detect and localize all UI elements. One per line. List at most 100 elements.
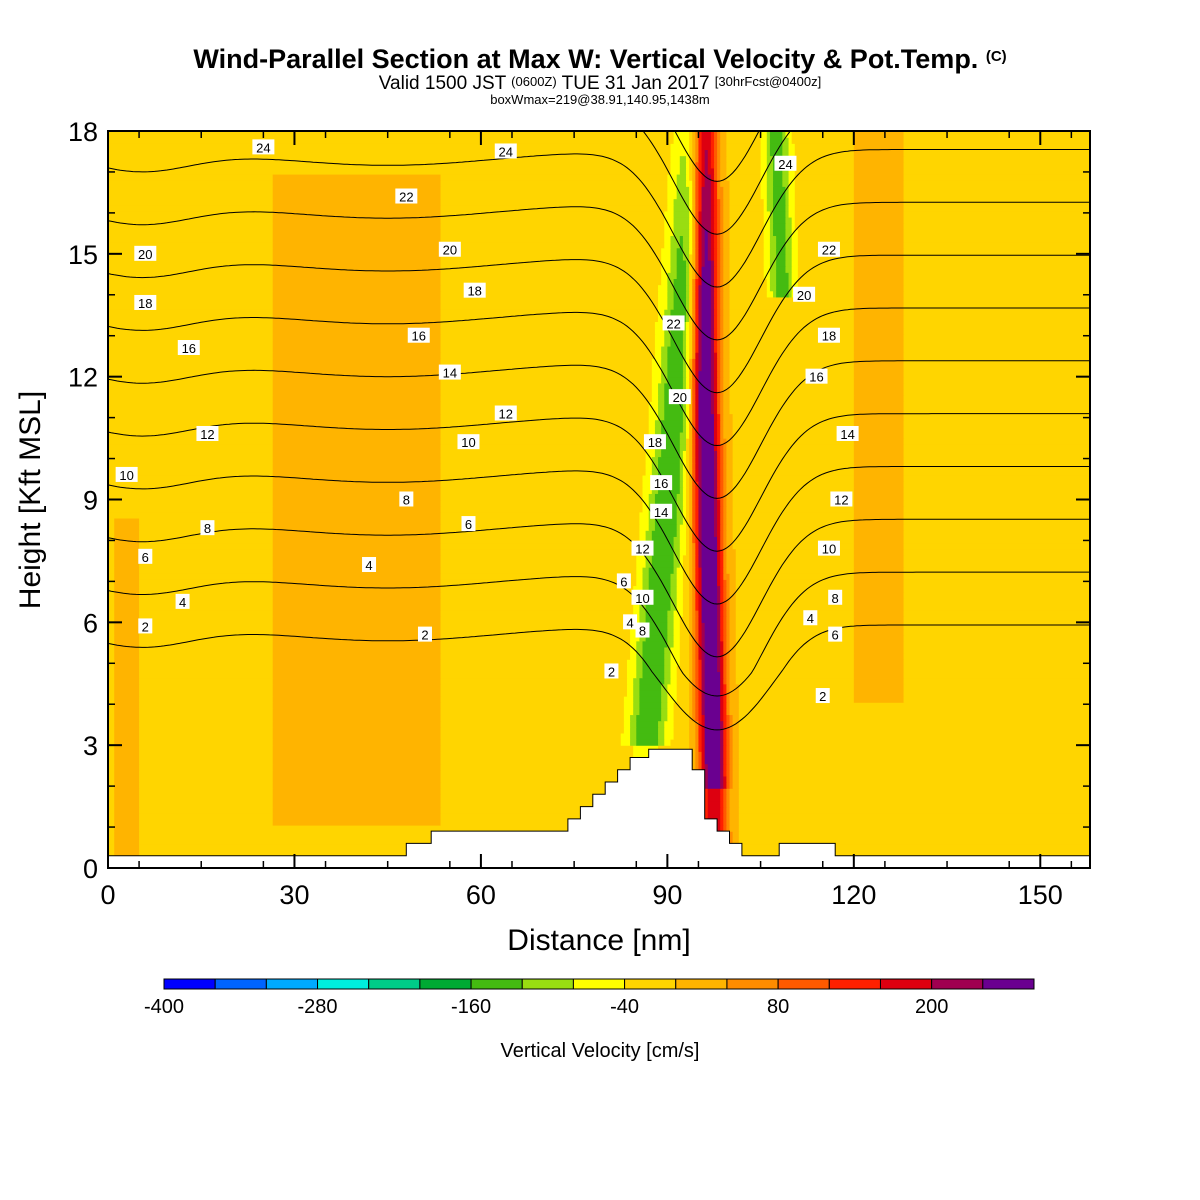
velocity-cell — [903, 241, 1090, 249]
velocity-cell — [738, 800, 1090, 808]
velocity-cell — [720, 462, 724, 470]
velocity-cell — [695, 634, 700, 642]
velocity-cell — [689, 204, 693, 212]
velocity-cell — [440, 775, 631, 783]
velocity-cell — [732, 726, 740, 734]
velocity-cell — [689, 173, 693, 181]
velocity-cell — [114, 634, 140, 642]
velocity-cell — [440, 352, 656, 359]
velocity-cell — [686, 481, 690, 488]
velocity-cell — [108, 517, 115, 525]
velocity-cell — [440, 671, 628, 679]
contour-label-box — [805, 368, 828, 384]
velocity-cell — [440, 192, 668, 200]
velocity-cell — [720, 333, 724, 341]
velocity-cell — [717, 278, 721, 286]
velocity-cell — [698, 352, 703, 359]
velocity-cell — [701, 296, 712, 304]
velocity-cell — [692, 628, 696, 636]
velocity-cell — [686, 284, 690, 292]
contour-label: 14 — [443, 366, 457, 381]
velocity-cell — [710, 321, 715, 329]
velocity-cell — [710, 352, 715, 359]
velocity-cell — [636, 567, 644, 574]
velocity-cell — [689, 585, 693, 593]
contour-label-box — [438, 241, 461, 257]
velocity-cell — [692, 382, 696, 390]
velocity-cell — [689, 229, 693, 237]
velocity-cell — [785, 223, 793, 230]
velocity-cell — [667, 345, 684, 353]
velocity-cell — [726, 167, 762, 175]
velocity-cell — [701, 210, 712, 218]
velocity-cell — [272, 210, 442, 218]
velocity-cell — [667, 640, 675, 648]
velocity-cell — [717, 223, 721, 230]
velocity-cell — [698, 345, 703, 353]
velocity-cell — [272, 376, 442, 384]
velocity-cell — [108, 530, 115, 537]
velocity-cell — [139, 843, 628, 851]
velocity-cell — [651, 536, 675, 544]
velocity-cell — [272, 603, 442, 611]
velocity-cell — [698, 579, 703, 587]
velocity-cell — [689, 444, 693, 451]
velocity-cell — [903, 438, 1090, 445]
velocity-cell — [735, 603, 855, 611]
velocity-cell — [695, 413, 700, 421]
velocity-cell — [723, 745, 728, 752]
velocity-cell — [720, 364, 724, 372]
velocity-cell — [903, 560, 1090, 568]
velocity-cell — [673, 560, 681, 568]
velocity-cell — [689, 192, 693, 200]
velocity-cell — [726, 610, 731, 617]
velocity-cell — [440, 524, 640, 531]
velocity-cell — [673, 640, 681, 648]
velocity-cell — [717, 370, 721, 378]
velocity-cell — [272, 450, 442, 458]
velocity-cell — [692, 517, 696, 525]
velocity-cell — [701, 481, 715, 488]
velocity-cell — [139, 714, 274, 722]
velocity-cell — [710, 241, 715, 249]
velocity-cell — [689, 554, 693, 562]
velocity-cell — [713, 370, 718, 378]
velocity-cell — [272, 216, 442, 224]
velocity-cell — [108, 143, 672, 151]
velocity-cell — [773, 186, 787, 194]
velocity-cell — [720, 788, 724, 795]
velocity-cell — [738, 769, 1090, 777]
velocity-cell — [114, 554, 140, 562]
velocity-cell — [723, 591, 728, 599]
velocity-cell — [114, 665, 140, 673]
velocity-cell — [676, 173, 687, 181]
velocity-cell — [713, 487, 718, 494]
velocity-cell — [272, 241, 442, 249]
velocity-cell — [729, 370, 855, 378]
velocity-cell — [763, 266, 771, 273]
contour-label-box — [200, 520, 215, 536]
velocity-cell — [723, 548, 728, 556]
velocity-cell — [440, 732, 622, 740]
velocity-cell — [773, 229, 787, 237]
velocity-cell — [903, 425, 1090, 433]
velocity-cell — [903, 284, 1090, 292]
velocity-cell — [689, 198, 693, 206]
velocity-cell — [272, 499, 442, 507]
velocity-cell — [903, 413, 1090, 421]
colorbar-tick-label: 80 — [767, 996, 789, 1018]
velocity-cell — [651, 548, 675, 556]
contour-label-box — [604, 663, 619, 679]
velocity-cell — [732, 782, 740, 789]
velocity-cell — [676, 591, 684, 599]
velocity-cell — [689, 309, 693, 316]
velocity-cell — [670, 591, 678, 599]
velocity-cell — [108, 683, 115, 691]
velocity-cell — [782, 149, 790, 157]
velocity-cell — [717, 241, 721, 249]
contour-label: 20 — [797, 288, 811, 303]
velocity-cell — [788, 186, 796, 194]
x-tick-label: 0 — [100, 880, 115, 910]
velocity-cell — [853, 640, 905, 648]
velocity-cell — [695, 302, 700, 310]
